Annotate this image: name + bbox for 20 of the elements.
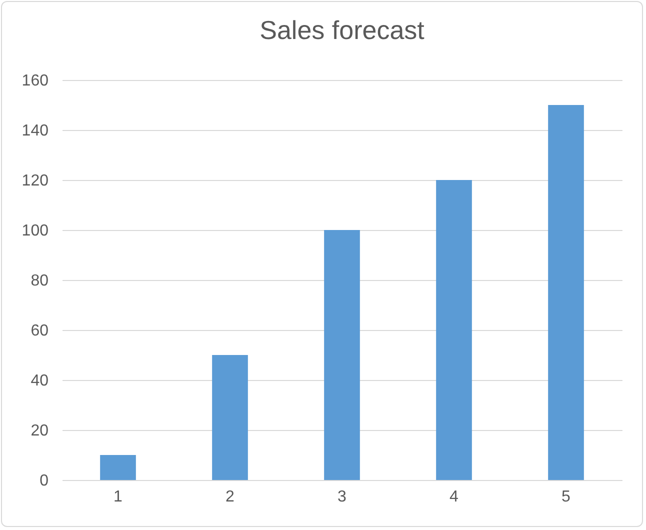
bar [324, 230, 360, 480]
y-tick-label: 20 [30, 422, 49, 440]
y-tick-label: 0 [40, 472, 49, 490]
y-tick-label: 140 [22, 122, 49, 140]
x-tick-label: 5 [562, 488, 571, 506]
y-tick-label: 80 [30, 272, 49, 290]
y-tick-label: 100 [22, 222, 49, 240]
y-tick-label: 160 [22, 72, 49, 90]
bar [548, 105, 584, 480]
x-tick-label: 3 [338, 488, 347, 506]
x-tick-label: 1 [114, 488, 123, 506]
bar [212, 355, 248, 480]
x-tick-label: 2 [226, 488, 235, 506]
y-tick-label: 40 [30, 372, 49, 390]
x-tick-label: 4 [450, 488, 459, 506]
chart-title: Sales forecast [260, 15, 426, 45]
y-tick-label: 120 [22, 172, 49, 190]
y-tick-label: 60 [30, 322, 49, 340]
bar [100, 455, 136, 480]
bar [436, 180, 472, 480]
